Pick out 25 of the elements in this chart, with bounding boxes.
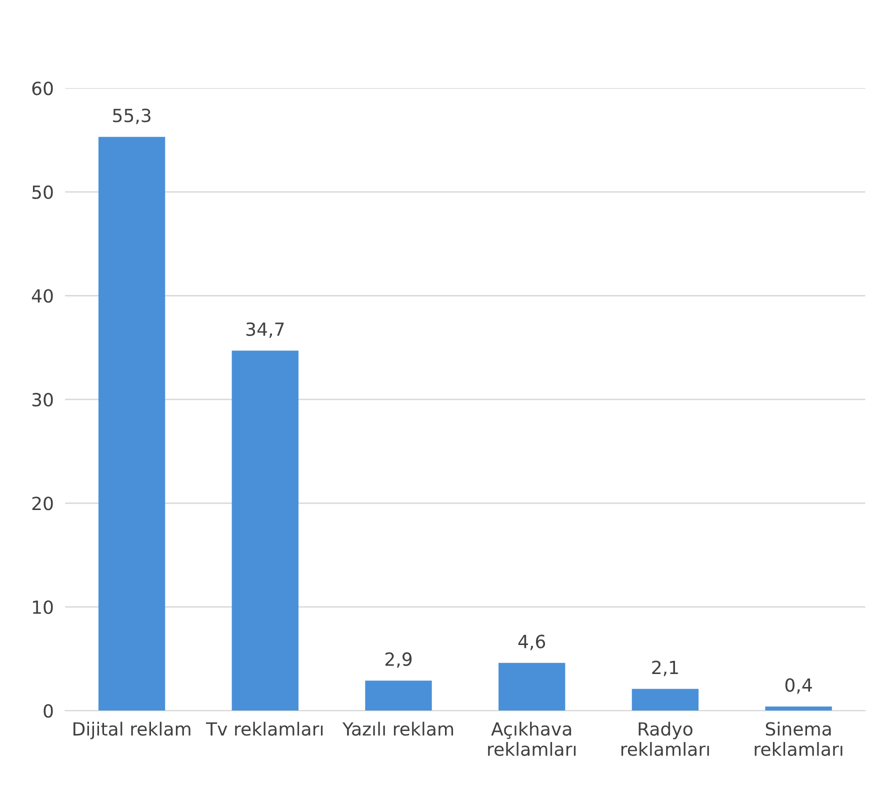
bar — [632, 688, 699, 711]
bar — [98, 136, 166, 711]
y-tick-label: 20 — [32, 496, 53, 510]
x-tick-label: Sinema reklamları — [754, 722, 842, 756]
x-tick-label: Radyo reklamları — [621, 722, 709, 756]
x-tick-label: Yazılı reklam — [342, 722, 454, 736]
bar — [365, 680, 432, 711]
data-label: 55,3 — [113, 108, 150, 124]
y-tick-label: 10 — [33, 600, 53, 614]
x-tick-label: Dijital reklam — [74, 722, 190, 740]
data-label: 2,9 — [385, 652, 412, 668]
y-tick-label: 0 — [44, 704, 53, 718]
x-tick-label: Açıkhava reklamları — [488, 722, 576, 756]
y-tick-label: 40 — [32, 289, 53, 303]
x-tick-label: Tv reklamları — [206, 722, 323, 736]
bar — [232, 350, 298, 711]
data-label: 34,7 — [246, 322, 284, 338]
bar — [765, 706, 832, 711]
y-tick-label: 60 — [32, 82, 53, 96]
data-label: 2,1 — [652, 660, 678, 676]
y-tick-label: 30 — [32, 392, 53, 407]
data-label: 4,6 — [518, 634, 546, 650]
bar — [498, 662, 566, 711]
data-label: 0,4 — [785, 678, 812, 694]
y-tick-label: 50 — [32, 185, 53, 200]
